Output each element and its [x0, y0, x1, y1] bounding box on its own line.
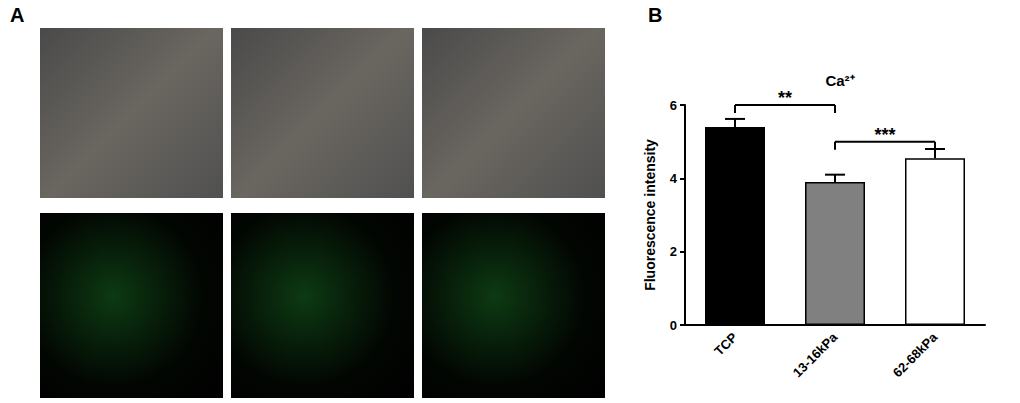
svg-text:62-68kPa: 62-68kPa	[890, 329, 941, 380]
svg-text:**: **	[778, 88, 792, 108]
svg-text:Ca²⁺: Ca²⁺	[825, 72, 854, 89]
svg-text:6: 6	[670, 98, 677, 113]
svg-text:0: 0	[670, 318, 677, 333]
html-text:B: B	[648, 4, 663, 26]
svg-text:***: ***	[874, 125, 895, 145]
html-text:A: A	[10, 4, 25, 26]
svg-text:13-16kPa: 13-16kPa	[790, 329, 841, 380]
svg-text:2: 2	[670, 244, 677, 259]
svg-text:TCP: TCP	[711, 329, 740, 358]
svg-text:4: 4	[670, 171, 678, 186]
svg-text:Fluorescence intensity: Fluorescence intensity	[642, 139, 658, 291]
